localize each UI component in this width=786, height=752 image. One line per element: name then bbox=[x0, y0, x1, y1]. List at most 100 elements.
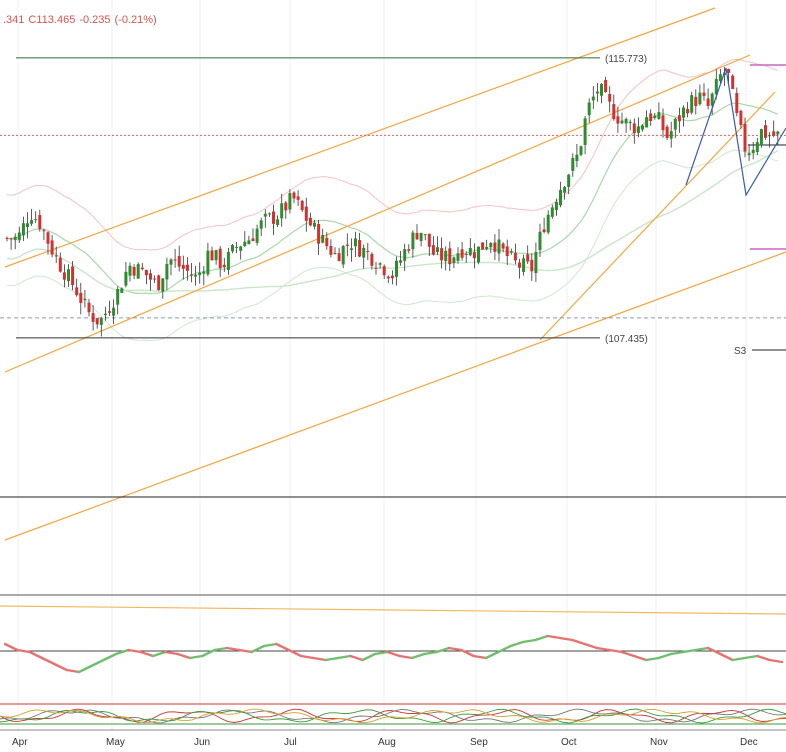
osc-segment bbox=[90, 658, 105, 668]
candle-body bbox=[677, 115, 681, 122]
candle-body bbox=[591, 96, 595, 101]
osc-segment bbox=[275, 642, 290, 652]
candle-body bbox=[58, 257, 62, 272]
candle-body bbox=[13, 236, 17, 241]
candle-body bbox=[382, 266, 386, 276]
channel-line bbox=[4, 54, 751, 373]
candle-body bbox=[128, 265, 132, 276]
osc-segment bbox=[719, 652, 734, 662]
price-levels bbox=[0, 57, 786, 351]
candle-body bbox=[739, 110, 743, 126]
candle-body bbox=[604, 80, 608, 93]
candle-body bbox=[395, 260, 398, 277]
osc-segment bbox=[423, 650, 438, 656]
osc-segment bbox=[534, 634, 549, 642]
osc-segment bbox=[472, 654, 488, 660]
candlesticks bbox=[5, 67, 780, 337]
candle-body bbox=[21, 223, 25, 236]
osc-segment bbox=[632, 654, 648, 662]
candle-body bbox=[714, 79, 718, 95]
upper-envelope bbox=[6, 58, 778, 251]
candle-body bbox=[600, 84, 603, 96]
osc-segment bbox=[361, 652, 377, 662]
osc-segment bbox=[3, 642, 19, 652]
price-header: .341 C113.465 -0.235 (-0.21%) bbox=[3, 14, 161, 26]
candle-body bbox=[9, 238, 13, 240]
candle-body bbox=[75, 287, 79, 296]
osc-segment bbox=[497, 644, 512, 654]
candle-body bbox=[231, 245, 234, 252]
candle-body bbox=[112, 307, 116, 316]
candle-body bbox=[472, 252, 476, 259]
candle-body bbox=[526, 254, 530, 262]
candle-body bbox=[304, 206, 308, 221]
level-labels: (115.773) (107.435) S3 bbox=[605, 54, 747, 357]
candle-body bbox=[632, 123, 636, 134]
candle-body bbox=[247, 240, 251, 245]
candle-body bbox=[686, 108, 690, 114]
candle-body bbox=[349, 248, 353, 251]
header-change: -0.235 bbox=[79, 14, 111, 26]
osc-segment bbox=[213, 646, 229, 652]
candle-body bbox=[718, 74, 722, 82]
candle-body bbox=[378, 263, 382, 265]
candle-body bbox=[124, 271, 128, 286]
moving-averages bbox=[6, 102, 779, 295]
candle-body bbox=[431, 245, 435, 255]
candle-body bbox=[38, 215, 42, 229]
candle-body bbox=[772, 131, 776, 136]
osc-segment bbox=[731, 656, 747, 662]
candle-body bbox=[54, 255, 58, 257]
candle-body bbox=[34, 219, 38, 221]
candle-body bbox=[358, 240, 362, 257]
candle-body bbox=[608, 93, 612, 102]
osc-segment bbox=[238, 648, 253, 654]
lower-envelope bbox=[6, 149, 778, 342]
candle-body bbox=[153, 278, 157, 280]
candle-body bbox=[456, 253, 460, 261]
candle-body bbox=[292, 192, 296, 199]
candle-body bbox=[747, 153, 751, 156]
candle-body bbox=[161, 278, 165, 292]
candle-body bbox=[546, 214, 550, 233]
osc-segment bbox=[336, 654, 352, 660]
candle-body bbox=[419, 232, 423, 242]
candle-body bbox=[136, 264, 140, 279]
header-change-pct: (-0.21%) bbox=[114, 14, 157, 26]
osc-segment bbox=[447, 646, 463, 652]
osc-segment bbox=[262, 642, 278, 648]
candle-body bbox=[194, 274, 198, 277]
x-tick-label: Jun bbox=[194, 737, 210, 748]
osc-segment bbox=[188, 654, 204, 660]
x-tick-label: Nov bbox=[650, 737, 668, 748]
candle-body bbox=[550, 207, 554, 217]
osc-segment bbox=[669, 650, 685, 656]
candle-body bbox=[165, 264, 169, 280]
candle-body bbox=[620, 120, 624, 124]
osc-segment bbox=[460, 648, 475, 658]
osc-segment bbox=[312, 656, 327, 662]
x-axis: Apr May Jun Jul Aug Sep Oct Nov Dec bbox=[12, 737, 758, 748]
x-tick-label: Dec bbox=[740, 737, 758, 748]
osc-segment bbox=[583, 642, 599, 650]
osc-segment bbox=[694, 646, 710, 652]
candle-body bbox=[669, 131, 673, 139]
candle-body bbox=[329, 245, 333, 255]
osc-segment bbox=[558, 636, 574, 642]
candle-body bbox=[267, 213, 271, 215]
osc-segment bbox=[521, 638, 537, 644]
candle-body bbox=[440, 248, 444, 261]
candle-body bbox=[140, 267, 144, 270]
envelope-bands bbox=[6, 58, 778, 342]
osc-segment bbox=[127, 648, 142, 654]
candle-body bbox=[354, 238, 357, 247]
candle-body bbox=[345, 244, 349, 246]
candle-body bbox=[235, 246, 239, 248]
osc-segment bbox=[398, 654, 414, 660]
candle-body bbox=[690, 95, 694, 113]
candle-body bbox=[682, 107, 685, 118]
candle-body bbox=[91, 313, 95, 322]
candle-body bbox=[362, 247, 366, 258]
candle-body bbox=[518, 262, 521, 268]
